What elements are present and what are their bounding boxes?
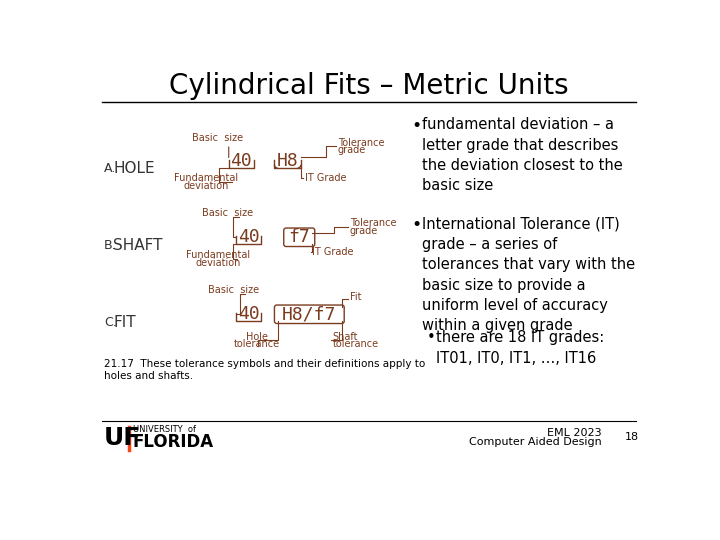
Text: IT Grade: IT Grade (312, 247, 354, 257)
Text: 40: 40 (238, 228, 260, 246)
Text: FIT: FIT (113, 315, 136, 330)
Text: 21.17  These tolerance symbols and their definitions apply to
holes and shafts.: 21.17 These tolerance symbols and their … (104, 359, 426, 381)
Text: FLORIDA: FLORIDA (132, 433, 214, 451)
Text: there are 18 IT grades:
IT01, IT0, IT1, …, IT16: there are 18 IT grades: IT01, IT0, IT1, … (436, 330, 605, 366)
Text: Fundamental: Fundamental (186, 250, 250, 260)
Text: International Tolerance (IT)
grade – a series of
tolerances that vary with the
b: International Tolerance (IT) grade – a s… (422, 217, 635, 334)
Text: Hole: Hole (246, 332, 268, 342)
Text: Tolerance: Tolerance (338, 138, 384, 147)
Text: tolerance: tolerance (333, 339, 379, 349)
Text: EML 2023: EML 2023 (547, 428, 601, 438)
Text: 40: 40 (230, 152, 252, 170)
Text: •: • (427, 330, 436, 346)
Text: f7: f7 (289, 228, 310, 246)
Text: Computer Aided Design: Computer Aided Design (469, 437, 601, 447)
Text: H8: H8 (276, 152, 299, 170)
Text: •: • (412, 217, 422, 234)
Text: 18: 18 (625, 433, 639, 442)
Text: Cylindrical Fits – Metric Units: Cylindrical Fits – Metric Units (169, 72, 569, 100)
Text: •: • (412, 117, 422, 135)
Text: Fundamental: Fundamental (174, 173, 238, 183)
Text: Tolerance: Tolerance (350, 218, 396, 228)
Text: UNIVERSITY  of: UNIVERSITY of (132, 424, 196, 434)
Text: HOLE: HOLE (113, 161, 155, 176)
Text: SHAFT: SHAFT (113, 238, 163, 253)
Text: H8/f7: H8/f7 (282, 305, 336, 323)
Text: A.: A. (104, 162, 116, 176)
Text: Basic  size: Basic size (208, 285, 259, 295)
Text: grade: grade (350, 226, 378, 236)
Text: Basic  size: Basic size (202, 208, 253, 218)
Text: UF: UF (104, 426, 141, 450)
Text: IT Grade: IT Grade (305, 173, 346, 183)
Text: 40: 40 (238, 305, 260, 323)
Text: B.: B. (104, 239, 117, 252)
Text: C.: C. (104, 316, 117, 329)
Text: tolerance: tolerance (233, 339, 279, 349)
Text: fundamental deviation – a
letter grade that describes
the deviation closest to t: fundamental deviation – a letter grade t… (422, 117, 623, 193)
Text: Fit: Fit (350, 292, 361, 302)
Text: deviation: deviation (195, 258, 240, 268)
Text: Basic  size: Basic size (192, 133, 243, 143)
Text: deviation: deviation (184, 181, 229, 191)
Text: grade: grade (338, 145, 366, 156)
Text: Shaft: Shaft (333, 332, 358, 342)
